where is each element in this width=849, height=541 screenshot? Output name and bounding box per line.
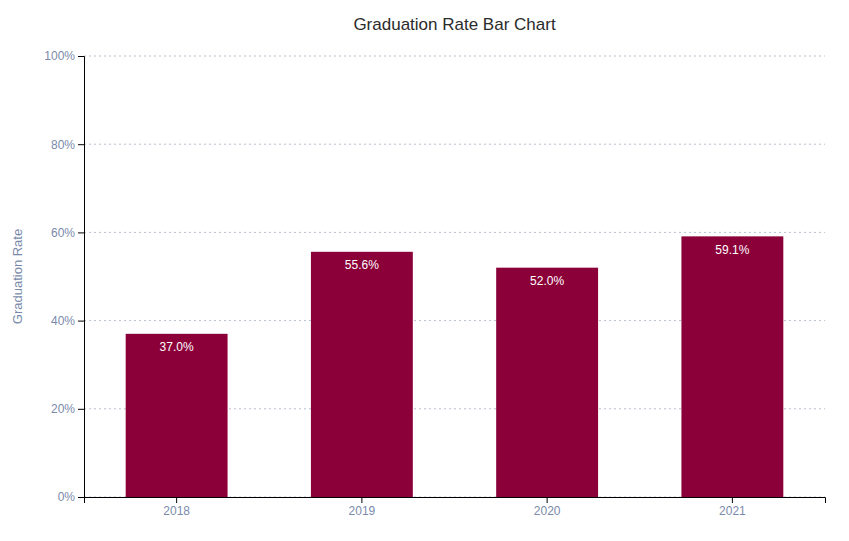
- plot: 0% 20% 40% 60% 80% 100% 2018 2019 2020 2021 37.0% 5…: [44, 49, 825, 517]
- tick-label: 2020: [534, 504, 561, 518]
- tick-mark: [78, 321, 84, 322]
- tick-label: 40%: [51, 314, 75, 328]
- tick: 0%: [58, 490, 84, 504]
- tick-label: 2019: [349, 504, 376, 518]
- tick: 2019: [349, 497, 376, 518]
- tick: 2021: [719, 497, 746, 518]
- grid: [84, 56, 825, 497]
- bars: [126, 236, 784, 497]
- tick-mark: [176, 497, 177, 503]
- x-axis: 2018 2019 2020 2021: [85, 497, 826, 518]
- grid-line: [84, 144, 825, 145]
- tick-label: 60%: [51, 226, 75, 240]
- data-label: 52.0%: [530, 274, 564, 288]
- tick-mark: [78, 56, 84, 57]
- tick-mark: [78, 497, 84, 498]
- data-label: 37.0%: [160, 340, 194, 354]
- bar: [496, 268, 598, 497]
- tick: 20%: [51, 402, 84, 416]
- tick: 100%: [44, 49, 84, 63]
- tick: 2020: [534, 497, 561, 518]
- chart: 0% 20% 40% 60% 80% 100% 2018 2019 2020 2021 37.0% 5…: [0, 0, 849, 541]
- tick: 80%: [51, 138, 84, 152]
- y-axis-title: Graduation Rate: [10, 229, 25, 324]
- tick-label: 0%: [58, 490, 76, 504]
- axis-line: [85, 498, 826, 504]
- tick: 60%: [51, 226, 84, 240]
- tick-mark: [78, 409, 84, 410]
- bar: [311, 252, 413, 497]
- tick-label: 2018: [163, 504, 190, 518]
- tick: 2018: [163, 497, 190, 518]
- grid-line: [84, 232, 825, 233]
- tick-mark: [78, 144, 84, 145]
- grid-line: [84, 56, 825, 57]
- data-label: 55.6%: [345, 258, 379, 272]
- title: Graduation Rate Bar Chart: [353, 15, 555, 34]
- data-labels: 37.0% 55.6% 52.0% 59.1%: [160, 243, 750, 354]
- tick: 40%: [51, 314, 84, 328]
- tick-label: 80%: [51, 138, 75, 152]
- tick-mark: [547, 497, 548, 503]
- tick-mark: [361, 497, 362, 503]
- bar: [681, 236, 783, 497]
- tick-label: 2021: [719, 504, 746, 518]
- tick-mark: [732, 497, 733, 503]
- tick-mark: [78, 232, 84, 233]
- data-label: 59.1%: [715, 243, 749, 257]
- axis-line: [78, 57, 85, 498]
- tick-label: 20%: [51, 402, 75, 416]
- y-axis: 0% 20% 40% 60% 80% 100%: [44, 49, 84, 504]
- bar: [126, 334, 228, 497]
- tick-label: 100%: [44, 49, 75, 63]
